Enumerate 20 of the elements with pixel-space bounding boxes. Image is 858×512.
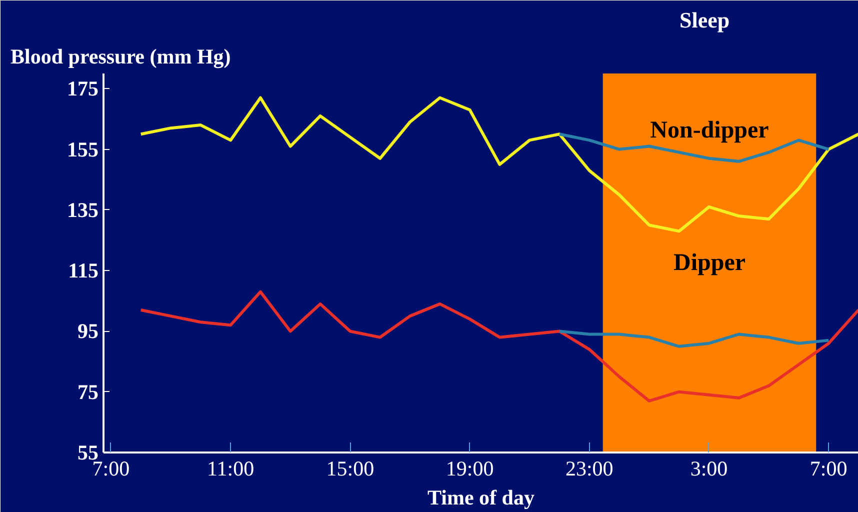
line-series	[139, 96, 858, 233]
x-tick-label: 23:00	[565, 456, 614, 480]
line-series	[139, 290, 858, 402]
y-tick-label: 75	[78, 380, 98, 404]
x-tick-label: 11:00	[207, 456, 254, 480]
band-label: Sleep	[679, 8, 730, 32]
annotation: Dipper	[673, 250, 746, 276]
x-axis-title: Time of day	[428, 486, 535, 510]
x-tick-label: 19:00	[446, 456, 494, 480]
annotation: Non-dipper	[650, 117, 770, 144]
x-tick-label: 15:00	[326, 456, 374, 480]
y-tick-label: 115	[68, 258, 98, 283]
line-series	[558, 330, 830, 348]
y-tick-label: 155	[67, 137, 98, 162]
y-tick-label: 95	[78, 319, 98, 344]
y-axis-title: Blood pressure (mm Hg)	[10, 44, 231, 68]
y-tick-label: 135	[67, 198, 98, 222]
x-tick-label: 7:00	[810, 456, 848, 480]
x-tick-label: 3:00	[690, 456, 728, 480]
y-tick-label: 175	[67, 76, 98, 101]
